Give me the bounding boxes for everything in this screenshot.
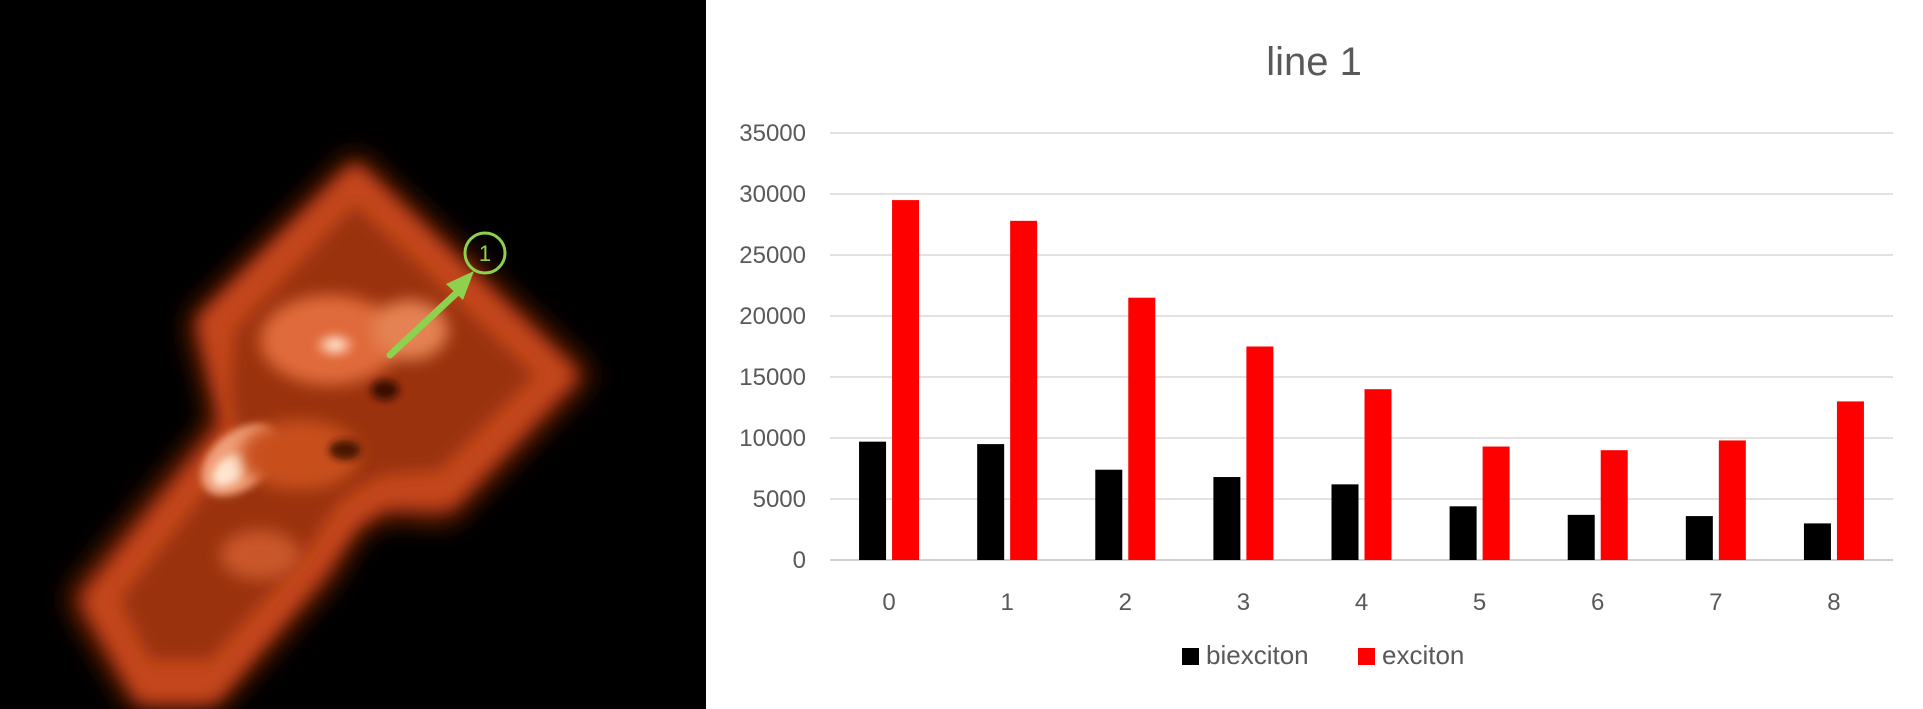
bar-exciton-5	[1482, 446, 1510, 560]
y-tick-label: 10000	[739, 425, 806, 452]
y-tick-label: 25000	[739, 242, 806, 269]
legend: biexciton exciton	[1182, 640, 1464, 670]
bar-exciton-6	[1600, 450, 1628, 560]
x-tick-label: 7	[1709, 589, 1722, 616]
gridlines	[830, 132, 1893, 561]
y-tick-label: 35000	[739, 120, 806, 147]
x-axis: 0 1 2 3 4 5 6 7 8	[882, 589, 1840, 616]
bar-exciton-1	[1010, 220, 1038, 560]
bar-exciton-3	[1246, 346, 1274, 560]
y-tick-label: 30000	[739, 181, 806, 208]
bar-biexciton-0	[859, 441, 887, 560]
marker-circle	[463, 231, 507, 275]
marker-label: 1	[479, 241, 491, 266]
y-axis: 0 5000 10000 15000 20000 25000 30000 35000	[739, 120, 806, 574]
arrow-head	[446, 271, 474, 300]
bar-exciton-7	[1718, 440, 1746, 560]
legend-label-exciton: exciton	[1382, 640, 1464, 670]
bar-chart: line 1 050001000015000200002500030000350…	[739, 40, 1893, 670]
bar-exciton-0	[892, 200, 920, 560]
y-tick-label: 5000	[753, 486, 806, 513]
legend-label-biexciton: biexciton	[1206, 640, 1309, 670]
y-tick-label: 15000	[739, 364, 806, 391]
x-tick-label: 4	[1355, 589, 1368, 616]
bar-biexciton-5	[1449, 506, 1477, 560]
line-marker: 1	[386, 231, 507, 359]
x-tick-label: 5	[1473, 589, 1486, 616]
bars	[859, 200, 1864, 560]
bar-biexciton-6	[1567, 514, 1595, 560]
x-tick-label: 1	[1000, 589, 1013, 616]
y-tick-label: 20000	[739, 303, 806, 330]
bar-exciton-8	[1836, 401, 1864, 560]
legend-swatch-biexciton	[1182, 648, 1199, 665]
bar-biexciton-7	[1685, 516, 1713, 560]
bar-biexciton-8	[1803, 523, 1831, 560]
chart-title: line 1	[1266, 40, 1362, 84]
bar-biexciton-3	[1213, 477, 1241, 560]
bar-exciton-2	[1128, 297, 1156, 560]
x-tick-label: 3	[1237, 589, 1250, 616]
bar-exciton-4	[1364, 389, 1392, 560]
x-tick-label: 0	[882, 589, 895, 616]
x-tick-label: 6	[1591, 589, 1604, 616]
bar-biexciton-1	[977, 444, 1005, 560]
y-tick-label: 0	[793, 547, 806, 574]
legend-swatch-exciton	[1358, 648, 1375, 665]
x-tick-label: 2	[1119, 589, 1132, 616]
micrograph-image: 1	[0, 0, 706, 709]
bar-biexciton-4	[1331, 484, 1359, 560]
x-tick-label: 8	[1827, 589, 1840, 616]
arrow-shaft	[386, 283, 467, 359]
bar-biexciton-2	[1095, 469, 1123, 560]
